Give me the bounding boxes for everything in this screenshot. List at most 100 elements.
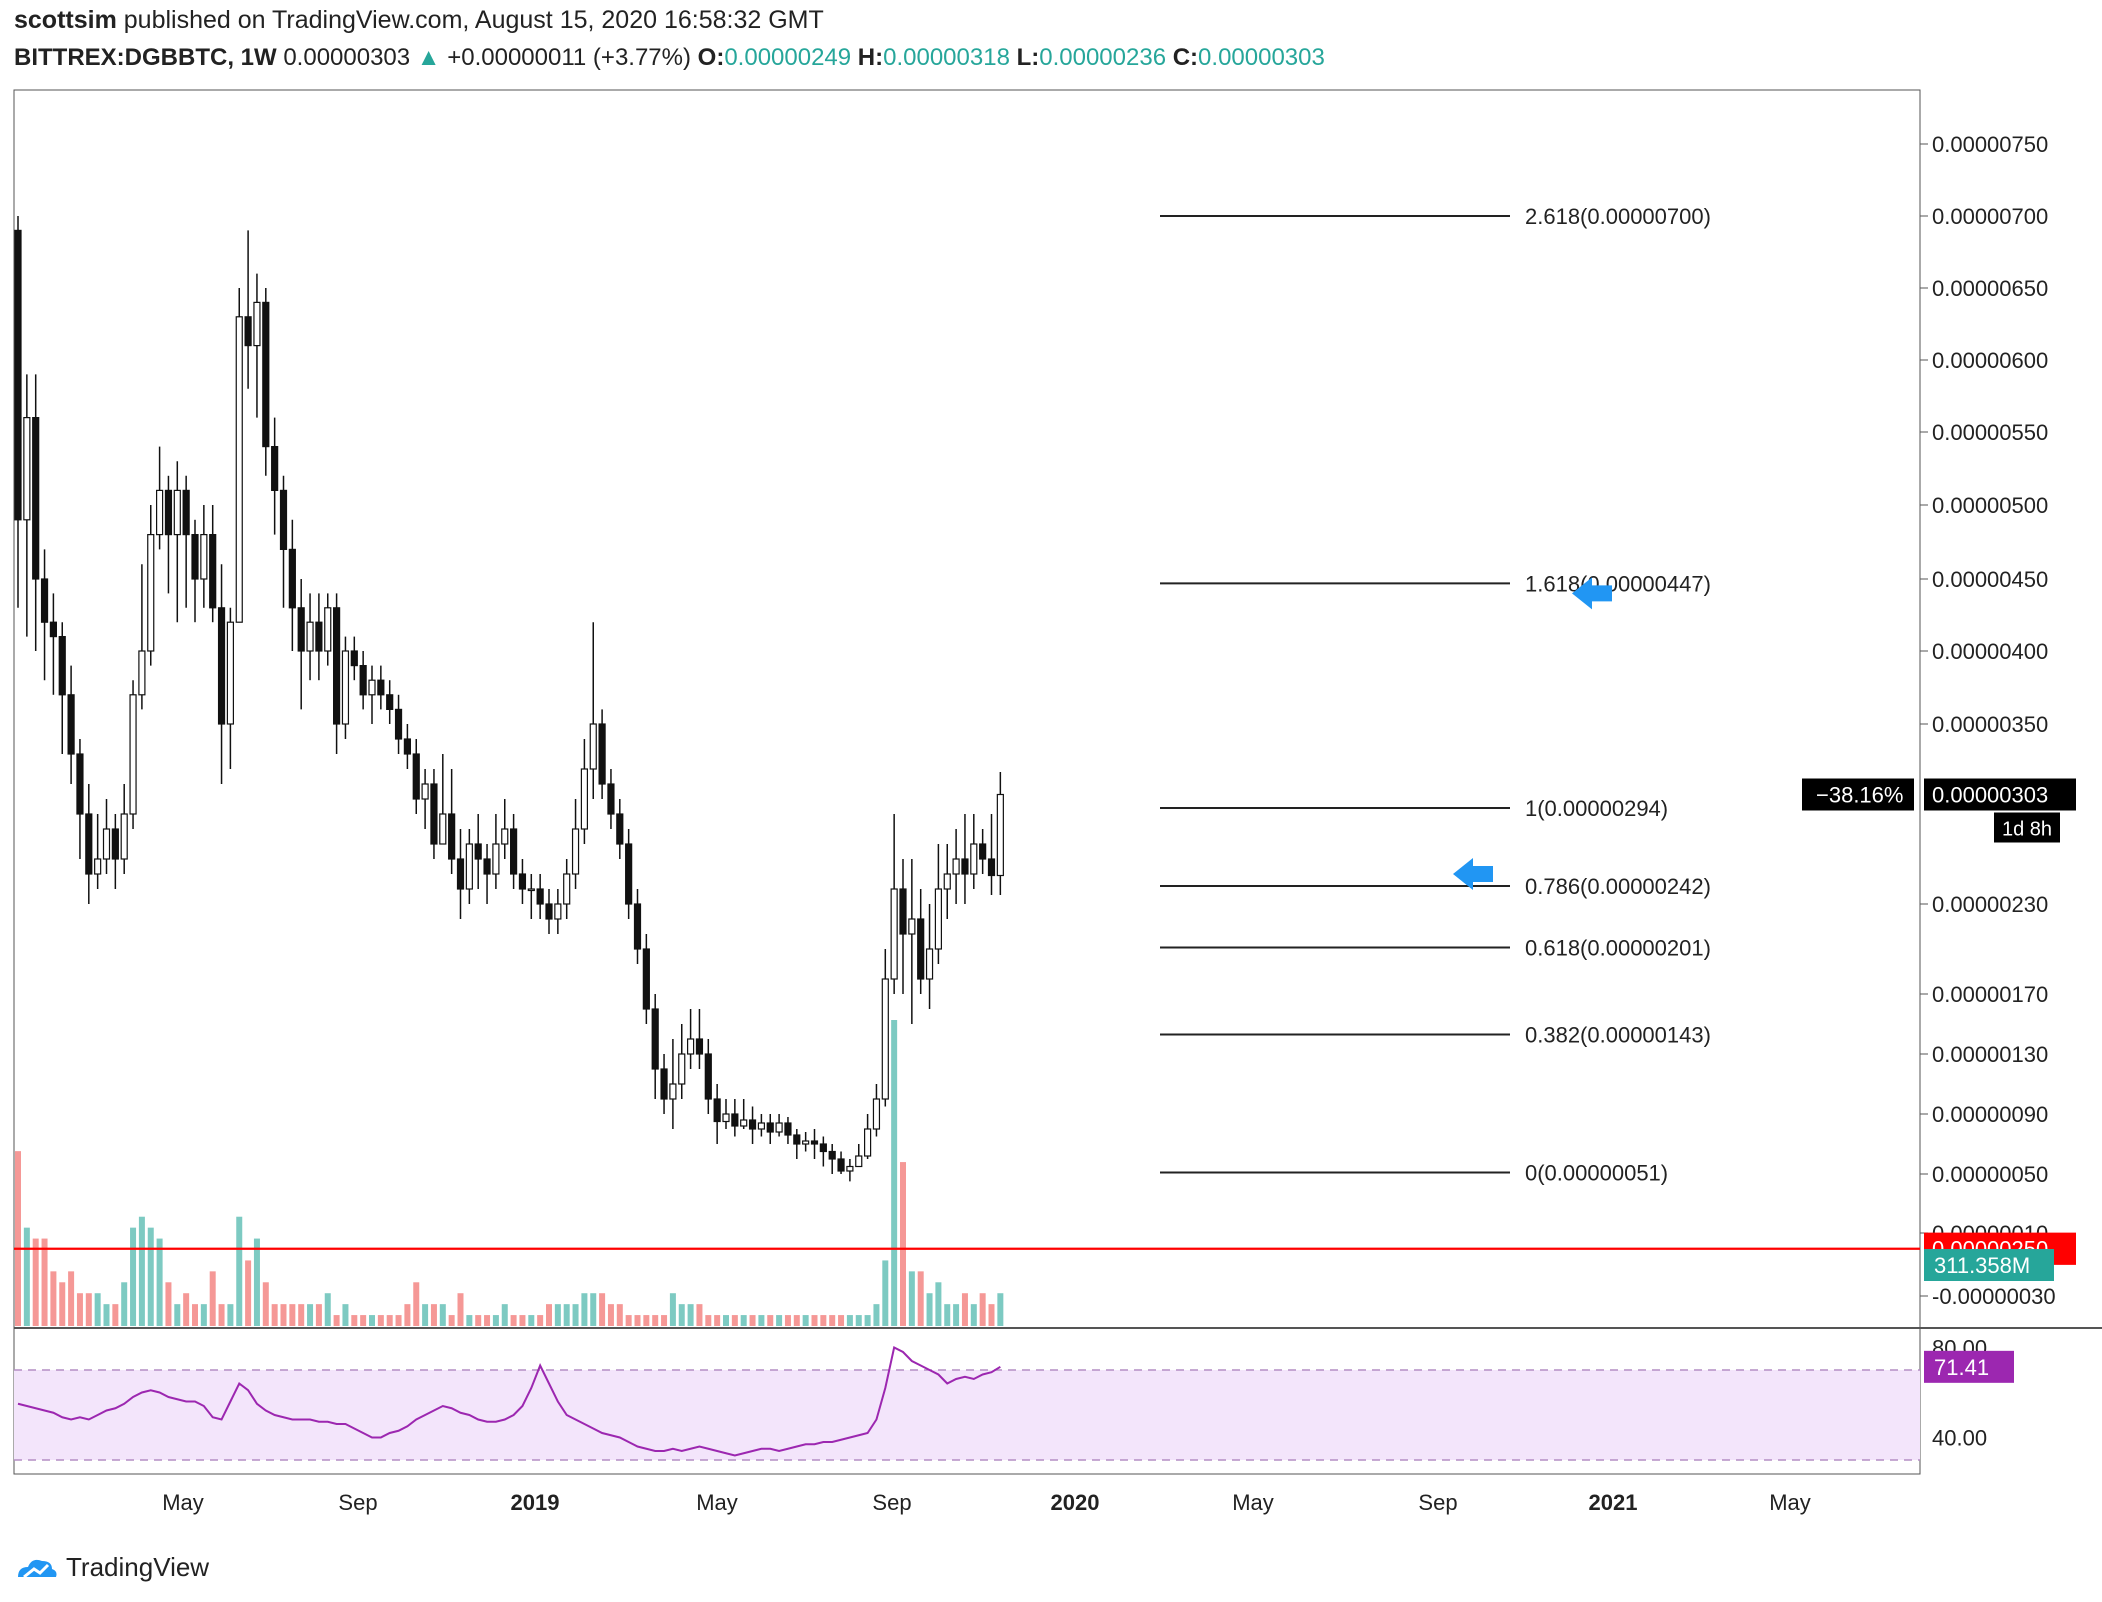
candle	[421, 783, 429, 800]
volume-bar	[422, 1304, 429, 1326]
candle	[350, 650, 358, 667]
volume-bar	[200, 1304, 207, 1326]
candle	[713, 1098, 721, 1123]
candle	[580, 768, 589, 830]
candle	[571, 828, 580, 875]
volume-bar	[917, 1271, 924, 1326]
volume-bar	[554, 1304, 561, 1326]
volume-bar	[723, 1315, 729, 1326]
volume-bar	[395, 1315, 402, 1326]
volume-bar	[988, 1304, 995, 1326]
volume-bar	[714, 1315, 721, 1326]
price-axis-label: 0.00000350	[1932, 712, 2048, 737]
volume-bar	[652, 1315, 659, 1326]
volume-bar	[492, 1315, 499, 1326]
cloud-logo-icon	[18, 1559, 57, 1578]
volume-bar	[147, 1227, 154, 1326]
price-axis-label: -0.00000030	[1932, 1284, 2056, 1309]
volume-bar	[625, 1315, 632, 1326]
candle	[147, 533, 155, 652]
candle	[908, 918, 916, 935]
candle	[306, 621, 314, 652]
publish-date: published on TradingView.com, August 15,…	[123, 6, 824, 34]
time-axis-label: May	[162, 1490, 204, 1515]
volume-bar	[430, 1304, 437, 1326]
volume-bar	[616, 1304, 623, 1326]
candle	[333, 607, 341, 725]
candle	[14, 229, 22, 521]
author-name[interactable]: scottsim	[14, 6, 117, 34]
volume-bar	[784, 1315, 791, 1326]
volume-bar	[731, 1315, 738, 1326]
candle	[757, 1122, 766, 1130]
volume-bar	[572, 1304, 579, 1326]
volume-bar	[997, 1293, 1004, 1326]
current-price-label: 0.00000303	[1932, 783, 2048, 808]
candle	[40, 578, 49, 623]
symbol-name: BITTREX:DGBBTC, 1W	[14, 44, 277, 71]
candle	[217, 607, 226, 725]
volume-bar	[50, 1271, 57, 1326]
volume-bar	[23, 1227, 30, 1326]
volume-bar	[156, 1238, 163, 1326]
price-axis-label: 0.00000600	[1932, 348, 2048, 373]
candle	[492, 843, 500, 875]
candle	[120, 813, 128, 860]
candle	[722, 1113, 730, 1123]
candle	[279, 489, 288, 550]
volume-bar	[41, 1238, 48, 1326]
rsi-band	[14, 1370, 1920, 1460]
candle	[288, 548, 296, 609]
candle	[952, 858, 960, 875]
candle	[324, 607, 332, 652]
volume-bar	[439, 1304, 446, 1326]
fib-level-label: 0.618(0.00000201)	[1525, 936, 1711, 961]
volume-bar	[262, 1282, 269, 1326]
candle	[235, 316, 243, 623]
volume-bar	[85, 1293, 92, 1326]
candle	[209, 533, 217, 609]
candle	[651, 1008, 659, 1070]
candle	[766, 1122, 774, 1133]
pointer-arrow-icon	[1453, 858, 1493, 890]
candle	[67, 694, 75, 755]
volume-bar	[793, 1315, 800, 1326]
candle	[527, 888, 535, 892]
candle	[917, 918, 925, 980]
volume-bar	[855, 1315, 862, 1326]
price-axis-label: 0.00000170	[1932, 982, 2048, 1007]
volume-bar	[563, 1304, 570, 1326]
volume-bar	[298, 1304, 305, 1326]
volume-bar	[227, 1304, 234, 1326]
volume-bar	[76, 1293, 83, 1326]
candle	[76, 753, 84, 815]
open-label: O:	[697, 44, 725, 71]
tradingview-brand[interactable]: TradingView	[14, 1552, 209, 1583]
candle	[510, 828, 518, 875]
volume-bar	[253, 1238, 260, 1326]
candle	[386, 694, 394, 710]
candle	[368, 679, 376, 696]
price-axis-label: 0.00000750	[1932, 132, 2048, 157]
candle	[430, 783, 438, 845]
candle	[439, 813, 447, 845]
brand-name: TradingView	[66, 1552, 210, 1582]
candle	[85, 813, 93, 875]
candle	[191, 533, 199, 580]
candle	[394, 708, 403, 740]
volume-bar	[138, 1216, 145, 1326]
fib-level-label: 2.618(0.00000700)	[1525, 204, 1711, 229]
volume-bar	[829, 1315, 836, 1326]
candle	[686, 1038, 695, 1055]
candle	[554, 903, 562, 920]
candle	[616, 813, 624, 845]
candle	[996, 793, 1004, 877]
candle	[465, 843, 473, 890]
close-label: C:	[1172, 44, 1199, 71]
candle	[890, 888, 898, 980]
rsi-axis-label: 40.00	[1932, 1426, 1987, 1451]
time-axis-label: 2020	[1051, 1490, 1100, 1515]
volume-bar	[32, 1238, 39, 1326]
candle	[412, 753, 420, 800]
